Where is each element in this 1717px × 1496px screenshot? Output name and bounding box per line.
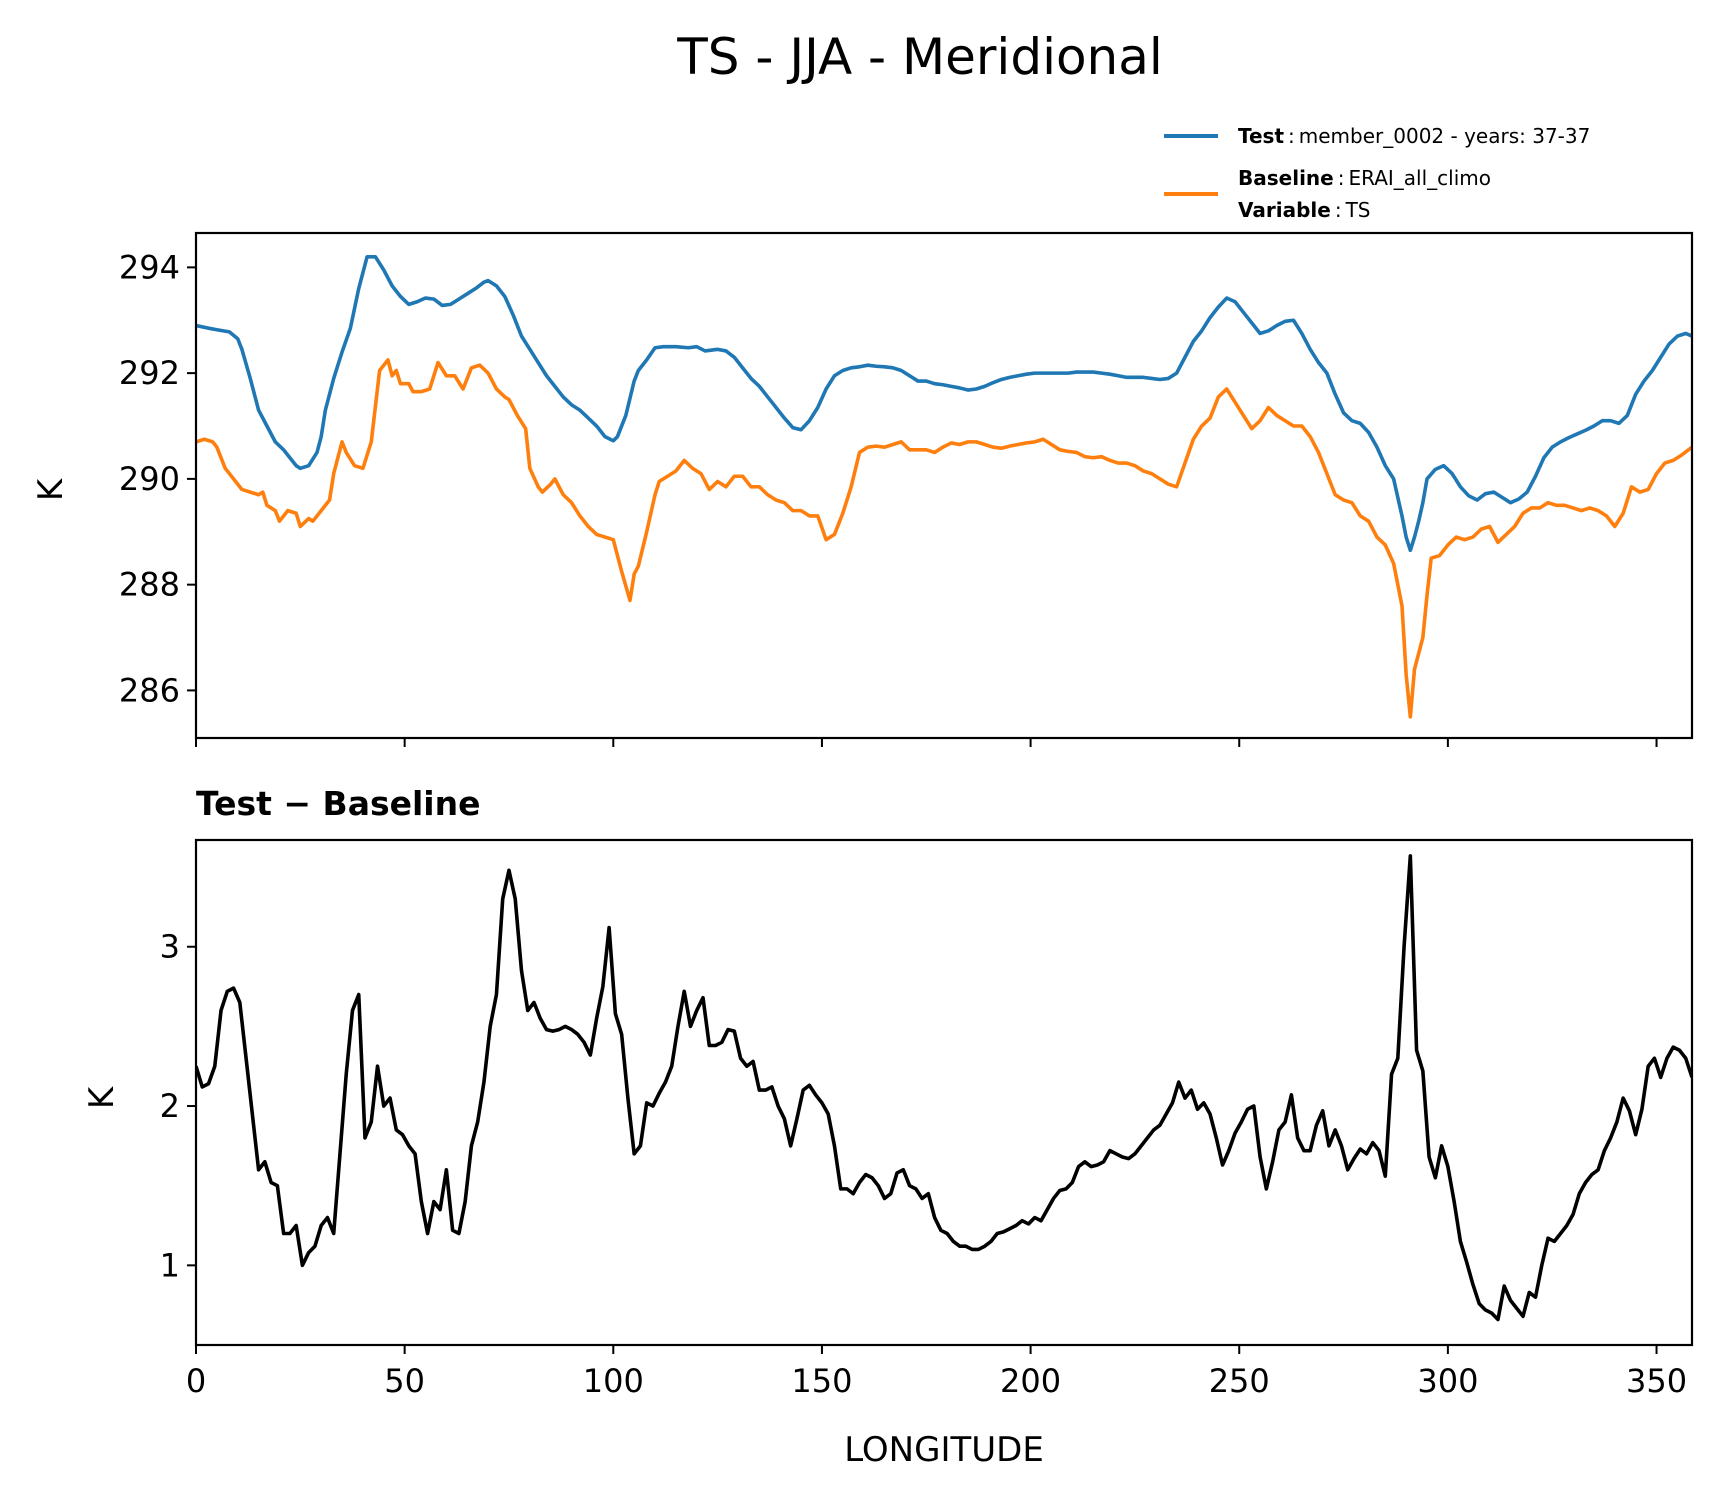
- top-y-tick-label: 294: [119, 248, 180, 286]
- top-y-tick-label: 292: [119, 354, 180, 392]
- top-y-tick-label: 290: [119, 460, 180, 498]
- bottom-x-tick-label: 200: [1000, 1362, 1061, 1400]
- bottom-x-tick-label: 0: [186, 1362, 206, 1400]
- top-series: [196, 255, 1692, 719]
- bottom-x-tick-label: 350: [1626, 1362, 1687, 1400]
- legend-variable-value: TS: [1345, 198, 1371, 222]
- bottom-y-tick-label: 3: [160, 928, 180, 966]
- top-y-tick-label: 288: [119, 566, 180, 604]
- bottom-series: [196, 854, 1692, 1322]
- bottom-x-tick-label: 250: [1209, 1362, 1270, 1400]
- bottom-ticks: 1 2 3 0 50 100 150 200 250 300 350: [160, 928, 1687, 1400]
- top-y-tick-label: 286: [119, 671, 180, 709]
- legend-variable-key: Variable: [1238, 198, 1331, 222]
- chart-title: TS - JJA - Meridional: [676, 28, 1163, 86]
- legend-test-key: Test: [1238, 124, 1284, 148]
- bottom-y-tick-label: 2: [160, 1087, 180, 1125]
- top-y-axis-label: K: [31, 477, 71, 501]
- bottom-x-tick-label: 150: [791, 1362, 852, 1400]
- legend-test-value: member_0002 - years: 37-37: [1299, 124, 1591, 148]
- legend-baseline-key: Baseline: [1238, 166, 1334, 190]
- x-axis-label: LONGITUDE: [844, 1430, 1044, 1470]
- bottom-y-axis-label: K: [82, 1085, 122, 1109]
- bottom-panel-subtitle: Test − Baseline: [196, 784, 481, 823]
- bottom-x-tick-label: 300: [1417, 1362, 1478, 1400]
- top-axes-frame: [194, 231, 1694, 740]
- top-panel: K 286 288 290 292 294: [31, 231, 1694, 747]
- legend-baseline-entry: Baseline: ERAI_all_climo: [1238, 166, 1491, 190]
- bottom-axes-frame: [194, 838, 1694, 1347]
- bottom-x-tick-label: 100: [583, 1362, 644, 1400]
- legend: Test: member_0002 - years: 37-37 Baseline…: [1164, 124, 1590, 222]
- legend-test-entry: Test: member_0002 - years: 37-37: [1238, 124, 1590, 148]
- top-ticks: 286 288 290 292 294: [119, 248, 1658, 747]
- bottom-panel: Test − Baseline K 1 2 3 0 50 100 150 200 250 300 3…: [82, 784, 1694, 1470]
- top-series-baseline: [196, 358, 1692, 719]
- bottom-y-tick-label: 1: [160, 1246, 180, 1284]
- legend-baseline-value: ERAI_all_climo: [1348, 166, 1491, 190]
- legend-variable-entry: Variable: TS: [1238, 198, 1371, 222]
- bottom-series-test-baseline: [196, 854, 1692, 1322]
- bottom-x-tick-label: 50: [384, 1362, 425, 1400]
- top-series-test: [196, 255, 1692, 553]
